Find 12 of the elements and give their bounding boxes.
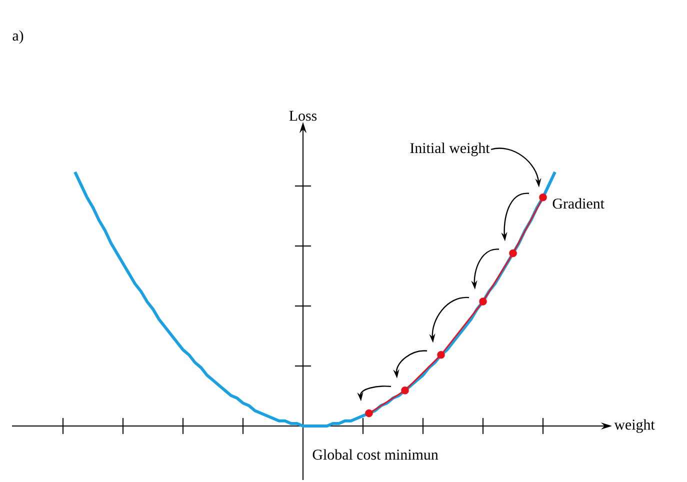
point: [437, 350, 445, 359]
point: [365, 409, 373, 418]
point: [509, 249, 517, 258]
text: Initial weight: [410, 142, 490, 156]
point: [401, 386, 409, 394]
annotation: Gradient: [552, 198, 604, 209]
y-axis-title: Loss: [289, 110, 317, 121]
point: [539, 194, 547, 202]
x-axis-title: weight: [614, 419, 655, 433]
text: Global cost minimun: [312, 449, 438, 460]
point: [479, 298, 487, 306]
text: a): [12, 30, 24, 44]
